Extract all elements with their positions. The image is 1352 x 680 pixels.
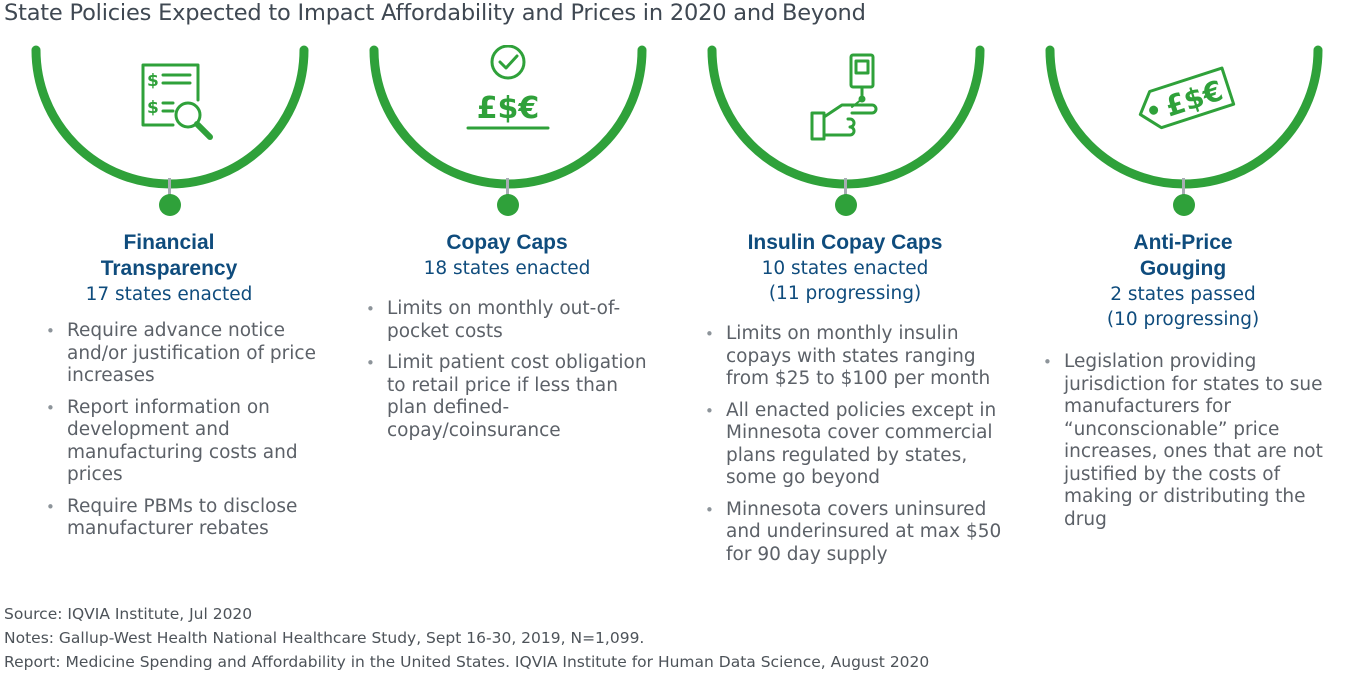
policy-heading: Copay Caps 18 states enacted <box>338 230 676 281</box>
policy-bullet-list: Legislation providing jurisdiction for s… <box>1040 351 1340 540</box>
policy-bullet-list: Require advance notice and/or justificat… <box>43 320 328 550</box>
policy-bullet-list: Limits on monthly out-of-pocket costs Li… <box>363 298 663 451</box>
bullet-item: Require PBMs to disclose manufacturer re… <box>43 496 328 541</box>
policy-name: Copay Caps <box>446 231 568 254</box>
currency-glyphs: £$€ <box>477 91 540 126</box>
currency-glyphs: £$€ <box>1161 74 1227 123</box>
policy-bullet-list: Limits on monthly insulin copays with st… <box>702 323 1002 575</box>
document-magnifier-icon: $ $ <box>141 63 213 140</box>
policy-card-financial-transparency: $ $ Financial Transparency 17 states ena… <box>0 0 338 600</box>
policy-status-progress: (10 progressing) <box>1106 309 1260 330</box>
connector-dot <box>497 194 519 216</box>
policy-name: Financial Transparency <box>100 231 238 280</box>
report-note: Report: Medicine Spending and Affordabil… <box>4 653 930 671</box>
bullet-item: Require advance notice and/or justificat… <box>43 320 328 388</box>
bullet-item: Legislation providing jurisdiction for s… <box>1040 351 1340 531</box>
policy-card-copay-caps: £$€ Copay Caps 18 states enacted Limits … <box>338 0 676 600</box>
policy-card-anti-price-gouging: £$€ Anti-Price Gouging 2 states passed (… <box>1014 0 1352 600</box>
policy-card-insulin-copay-caps: Insulin Copay Caps 10 states enacted (11… <box>676 0 1014 600</box>
policy-heading: Financial Transparency 17 states enacted <box>0 230 338 307</box>
notes-note: Notes: Gallup-West Health National Healt… <box>4 629 645 647</box>
policy-heading: Insulin Copay Caps 10 states enacted (11… <box>676 230 1014 306</box>
page-title: State Policies Expected to Impact Afford… <box>4 0 866 26</box>
bullet-item: All enacted policies except in Minnesota… <box>702 400 1002 490</box>
connector-dot <box>159 194 181 216</box>
policy-status: 10 states enacted <box>761 258 929 279</box>
bullet-item: Limits on monthly insulin copays with st… <box>702 323 1002 391</box>
policy-status: 2 states passed <box>1110 284 1256 305</box>
connector-dot <box>835 194 857 216</box>
bullet-item: Report information on development and ma… <box>43 397 328 487</box>
svg-text:$: $ <box>147 71 159 91</box>
policy-heading: Anti-Price Gouging 2 states passed (10 p… <box>1014 230 1352 332</box>
footer-notes: Source: IQVIA Institute, Jul 2020 Notes:… <box>4 602 929 674</box>
bullet-item: Limits on monthly out-of-pocket costs <box>363 298 663 343</box>
connector-stem <box>844 178 847 200</box>
currency-check-icon: £$€ <box>466 45 550 130</box>
connector-stem <box>506 178 509 200</box>
bullet-item: Limit patient cost obligation to retail … <box>363 352 663 442</box>
policy-status: 17 states enacted <box>85 284 253 305</box>
connector-stem <box>1182 178 1185 200</box>
policy-name: Insulin Copay Caps <box>747 231 943 254</box>
bullet-item: Minnesota covers uninsured and underinsu… <box>702 499 1002 567</box>
price-tag-icon: £$€ <box>1138 66 1236 130</box>
policy-status: 18 states enacted <box>423 258 591 279</box>
connector-stem <box>168 178 171 200</box>
source-note: Source: IQVIA Institute, Jul 2020 <box>4 605 253 623</box>
policy-status-progress: (11 progressing) <box>768 283 922 304</box>
svg-text:$: $ <box>147 98 159 118</box>
connector-dot <box>1173 194 1195 216</box>
insulin-hand-icon <box>810 53 878 141</box>
policy-name: Anti-Price Gouging <box>1133 231 1233 280</box>
